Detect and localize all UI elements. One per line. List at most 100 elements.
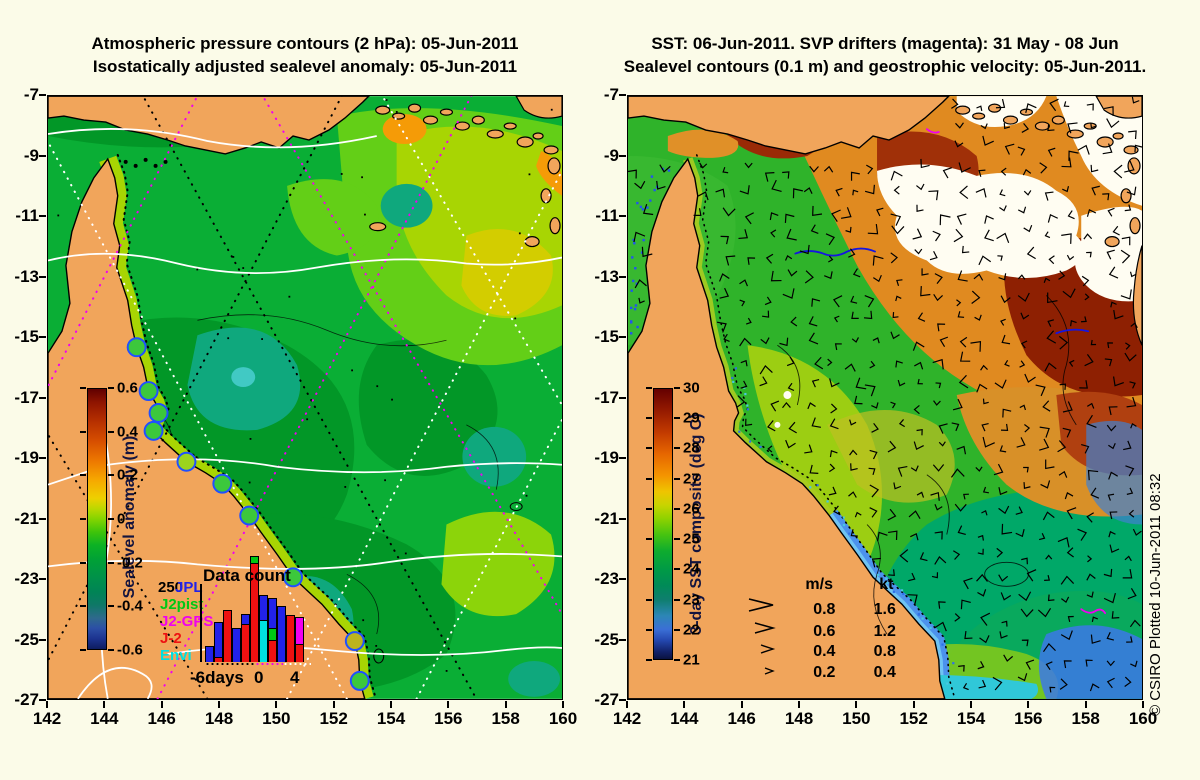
velocity-arrow [1126, 487, 1134, 495]
velocity-arrow [1084, 293, 1090, 301]
sst-cbtickmark-l [646, 598, 652, 601]
velocity-arrow [958, 374, 969, 389]
velocity-arrow [920, 158, 930, 169]
velocity-arrow [939, 214, 951, 226]
hist-bar-day3-red [286, 615, 295, 662]
velocity-arrow [659, 164, 671, 173]
left-xtick-150: 150 [262, 709, 291, 728]
velocity-arrow [977, 534, 984, 541]
velocity-arrow [1086, 251, 1092, 258]
velocity-arrow [1039, 438, 1050, 451]
right-ytickmark--11 [619, 215, 626, 217]
sst-colorbar-label: 3-day SST composite (deg C) [688, 413, 705, 635]
reef-speck [385, 99, 388, 101]
velocity-arrow [917, 378, 923, 385]
velocity-arrow [723, 333, 730, 342]
left-ytickmark--9 [39, 154, 46, 157]
velocity-arrow [787, 382, 795, 392]
velocity-arrow [896, 279, 903, 287]
velocity-arrow [1080, 316, 1087, 323]
sla-cbtickmark-r [108, 474, 114, 477]
velocity-arrow [830, 403, 838, 414]
velocity-arrow [854, 395, 863, 405]
velocity-arrow [771, 179, 782, 192]
velocity-arrow [808, 332, 819, 345]
velocity-arrow [803, 187, 813, 194]
velocity-arrow [1106, 660, 1115, 667]
velocity-arrow [1043, 277, 1051, 283]
velocity-arrow [1061, 596, 1070, 604]
velocity-arrow [804, 444, 813, 454]
velocity-arrow [951, 422, 960, 432]
velocity-arrow [1106, 424, 1117, 432]
velocity-arrow [1017, 146, 1026, 156]
reef-speck [57, 214, 60, 217]
velocity-arrow [1091, 185, 1100, 196]
velocity-arrow [929, 250, 938, 261]
velocity-arrow [876, 207, 884, 217]
velocity-arrow [994, 379, 1007, 389]
left-ytick--13: -13 [14, 266, 39, 286]
coastal-blue-speck [744, 392, 747, 396]
vel-ms-3: 0.2 [813, 664, 836, 681]
velocity-arrow [1124, 676, 1132, 687]
velocity-arrow-icon [764, 667, 775, 675]
sst-cbtick-26: 26 [683, 500, 700, 518]
velocity-arrow [1090, 339, 1097, 346]
velocity-arrow [956, 445, 967, 455]
velocity-arrow [1086, 208, 1097, 217]
velocity-arrow [1090, 122, 1097, 129]
hist-bar-day-5-red [214, 657, 223, 662]
left-xtick-148: 148 [204, 709, 234, 728]
velocity-arrow [849, 419, 857, 426]
velocity-arrow [957, 311, 965, 318]
velocity-arrow [1084, 354, 1094, 367]
velocity-arrow [976, 383, 988, 393]
left-map-sealevel-anomaly [47, 95, 563, 700]
blue-speck [629, 306, 633, 310]
velocity-arrow [1081, 443, 1090, 454]
velocity-arrow [1000, 592, 1012, 601]
right-ytick--9: -9 [603, 145, 619, 165]
velocity-arrow [759, 376, 768, 387]
right-xtickmark-152 [912, 701, 915, 708]
velocity-arrow [935, 382, 942, 389]
velocity-arrow [1059, 678, 1068, 690]
velocity-arrow [1086, 573, 1096, 581]
velocity-arrow [954, 503, 967, 512]
blue-speck [634, 267, 637, 270]
blue-speck [640, 251, 644, 254]
velocity-arrow [957, 525, 966, 535]
sst-cbtick-29: 29 [683, 409, 700, 427]
coastal-blue-speck [731, 376, 734, 380]
velocity-arrow [1044, 191, 1054, 201]
velocity-arrow [1017, 673, 1028, 682]
velocity-arrow [869, 449, 878, 460]
left-xtickmark-146 [160, 701, 163, 708]
velocity-arrow [950, 468, 965, 478]
velocity-arrow [1067, 122, 1078, 134]
velocity-arrow [854, 511, 862, 518]
sla-cbtickmark-r [108, 518, 114, 520]
velocity-arrow [898, 419, 905, 428]
velocity-arrow [888, 569, 895, 576]
velocity-arrow [1124, 555, 1132, 562]
coastal-blue-speck [946, 682, 949, 685]
velocity-arrow [1025, 103, 1037, 114]
small-islands [123, 157, 168, 168]
reef-speck [384, 479, 386, 482]
sst-cbtickmark-l [646, 568, 652, 571]
data-count-title: Data count [203, 566, 291, 585]
velocity-arrow-icon [754, 622, 776, 634]
coastal-blue-speck [917, 612, 920, 616]
velocity-arrow [722, 207, 736, 217]
left-xtick-154: 154 [376, 709, 406, 728]
coastal-blue-speck [877, 573, 880, 577]
velocity-arrow [739, 337, 752, 347]
right-ytick--25: -25 [594, 629, 619, 649]
hist-xlabel-4: 4 [290, 668, 300, 687]
sst-cbtickmark-l [646, 538, 652, 541]
velocity-arrow [744, 162, 753, 169]
velocity-arrow [1130, 322, 1138, 329]
